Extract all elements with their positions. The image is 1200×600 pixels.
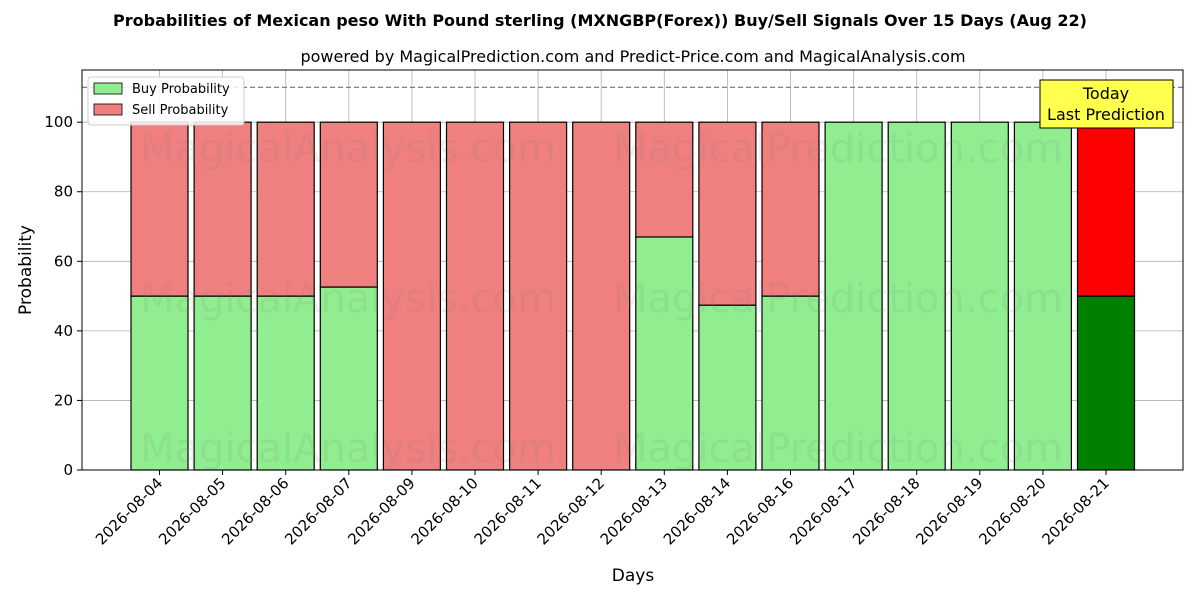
buy-bar [698, 304, 757, 471]
x-tick-label: 2026-08-19 [912, 474, 986, 548]
watermark-text: MagicalAnalysis.com [140, 276, 556, 322]
y-tick-label: 80 [54, 183, 73, 201]
y-axis-ticks: 0 20 40 60 80 100 [44, 113, 82, 479]
y-tick-label: 0 [63, 461, 73, 479]
today-annotation-line1: Today [1082, 84, 1129, 103]
chart-subtitle: powered by MagicalPrediction.com and Pre… [300, 47, 965, 66]
buy-bar [887, 121, 946, 471]
x-tick-label: 2026-08-06 [218, 474, 292, 548]
sell-bar [130, 121, 189, 297]
x-tick-label: 2026-08-20 [975, 474, 1049, 548]
watermark-text: MagicalPrediction.com [613, 126, 1063, 172]
y-tick-label: 100 [44, 113, 73, 131]
x-tick-label: 2026-08-11 [471, 474, 545, 548]
buy-bar [256, 295, 315, 471]
legend-box [87, 76, 245, 126]
sell-bar [445, 121, 505, 471]
watermark-text: MagicalAnalysis.com [140, 426, 556, 472]
x-tick-label: 2026-08-17 [786, 474, 860, 548]
y-axis-label: Probability [16, 225, 36, 315]
x-tick-label: 2026-08-05 [155, 474, 229, 548]
y-tick-label: 60 [54, 252, 73, 270]
chart-title: Probabilities of Mexican peso With Pound… [113, 11, 1087, 30]
buy-bar [635, 236, 694, 471]
x-tick-label: 2026-08-07 [281, 474, 355, 548]
buy-bar [761, 295, 820, 471]
today-annotation-box [1039, 79, 1174, 129]
x-tick-label: 2026-08-16 [723, 474, 797, 548]
x-tick-label: 2026-08-21 [1038, 474, 1112, 548]
x-tick-label: 2026-08-04 [92, 474, 166, 548]
y-tick-label: 40 [54, 322, 73, 340]
plot-frame [81, 69, 1184, 471]
buy-bar [193, 295, 252, 471]
legend-sell-swatch [93, 103, 123, 116]
sell-bar [635, 121, 694, 238]
legend-buy-swatch [93, 82, 123, 95]
legend: Buy Probability Sell Probability [87, 76, 245, 126]
sell-bar [698, 121, 757, 306]
buy-bar [950, 121, 1009, 471]
sell-bar [319, 121, 378, 288]
x-axis-label: Days [612, 566, 655, 586]
buy-bar [1076, 295, 1136, 471]
watermark-text: MagicalPrediction.com [613, 276, 1063, 322]
sell-bar [1076, 121, 1136, 297]
sell-bar [382, 121, 441, 471]
legend-sell-label: Sell Probability [132, 103, 229, 118]
legend-buy-label: Buy Probability [132, 82, 230, 97]
buy-bar [824, 121, 883, 471]
x-tick-label: 2026-08-14 [660, 474, 734, 548]
bars-layer [130, 121, 1136, 471]
y-tick-label: 20 [54, 391, 73, 409]
sell-bar [572, 121, 631, 471]
x-tick-label: 2026-08-12 [534, 474, 608, 548]
x-axis-ticks: 2026-08-042026-08-052026-08-062026-08-07… [92, 470, 1113, 548]
today-annotation-line2: Last Prediction [1047, 105, 1165, 124]
x-tick-label: 2026-08-10 [407, 474, 481, 548]
buy-bar [1013, 121, 1073, 471]
watermark-text: MagicalAnalysis.com [140, 126, 556, 172]
buy-bar [319, 286, 378, 471]
x-tick-label: 2026-08-18 [849, 474, 923, 548]
sell-bar [509, 121, 568, 471]
x-tick-label: 2026-08-13 [597, 474, 671, 548]
sell-bar [256, 121, 315, 297]
x-tick-label: 2026-08-09 [344, 474, 418, 548]
watermark-text: MagicalPrediction.com [613, 426, 1063, 472]
today-annotation: Today Last Prediction [1039, 79, 1174, 129]
watermark-layer: MagicalAnalysis.com MagicalPrediction.com… [140, 126, 1063, 472]
sell-bar [761, 121, 820, 297]
